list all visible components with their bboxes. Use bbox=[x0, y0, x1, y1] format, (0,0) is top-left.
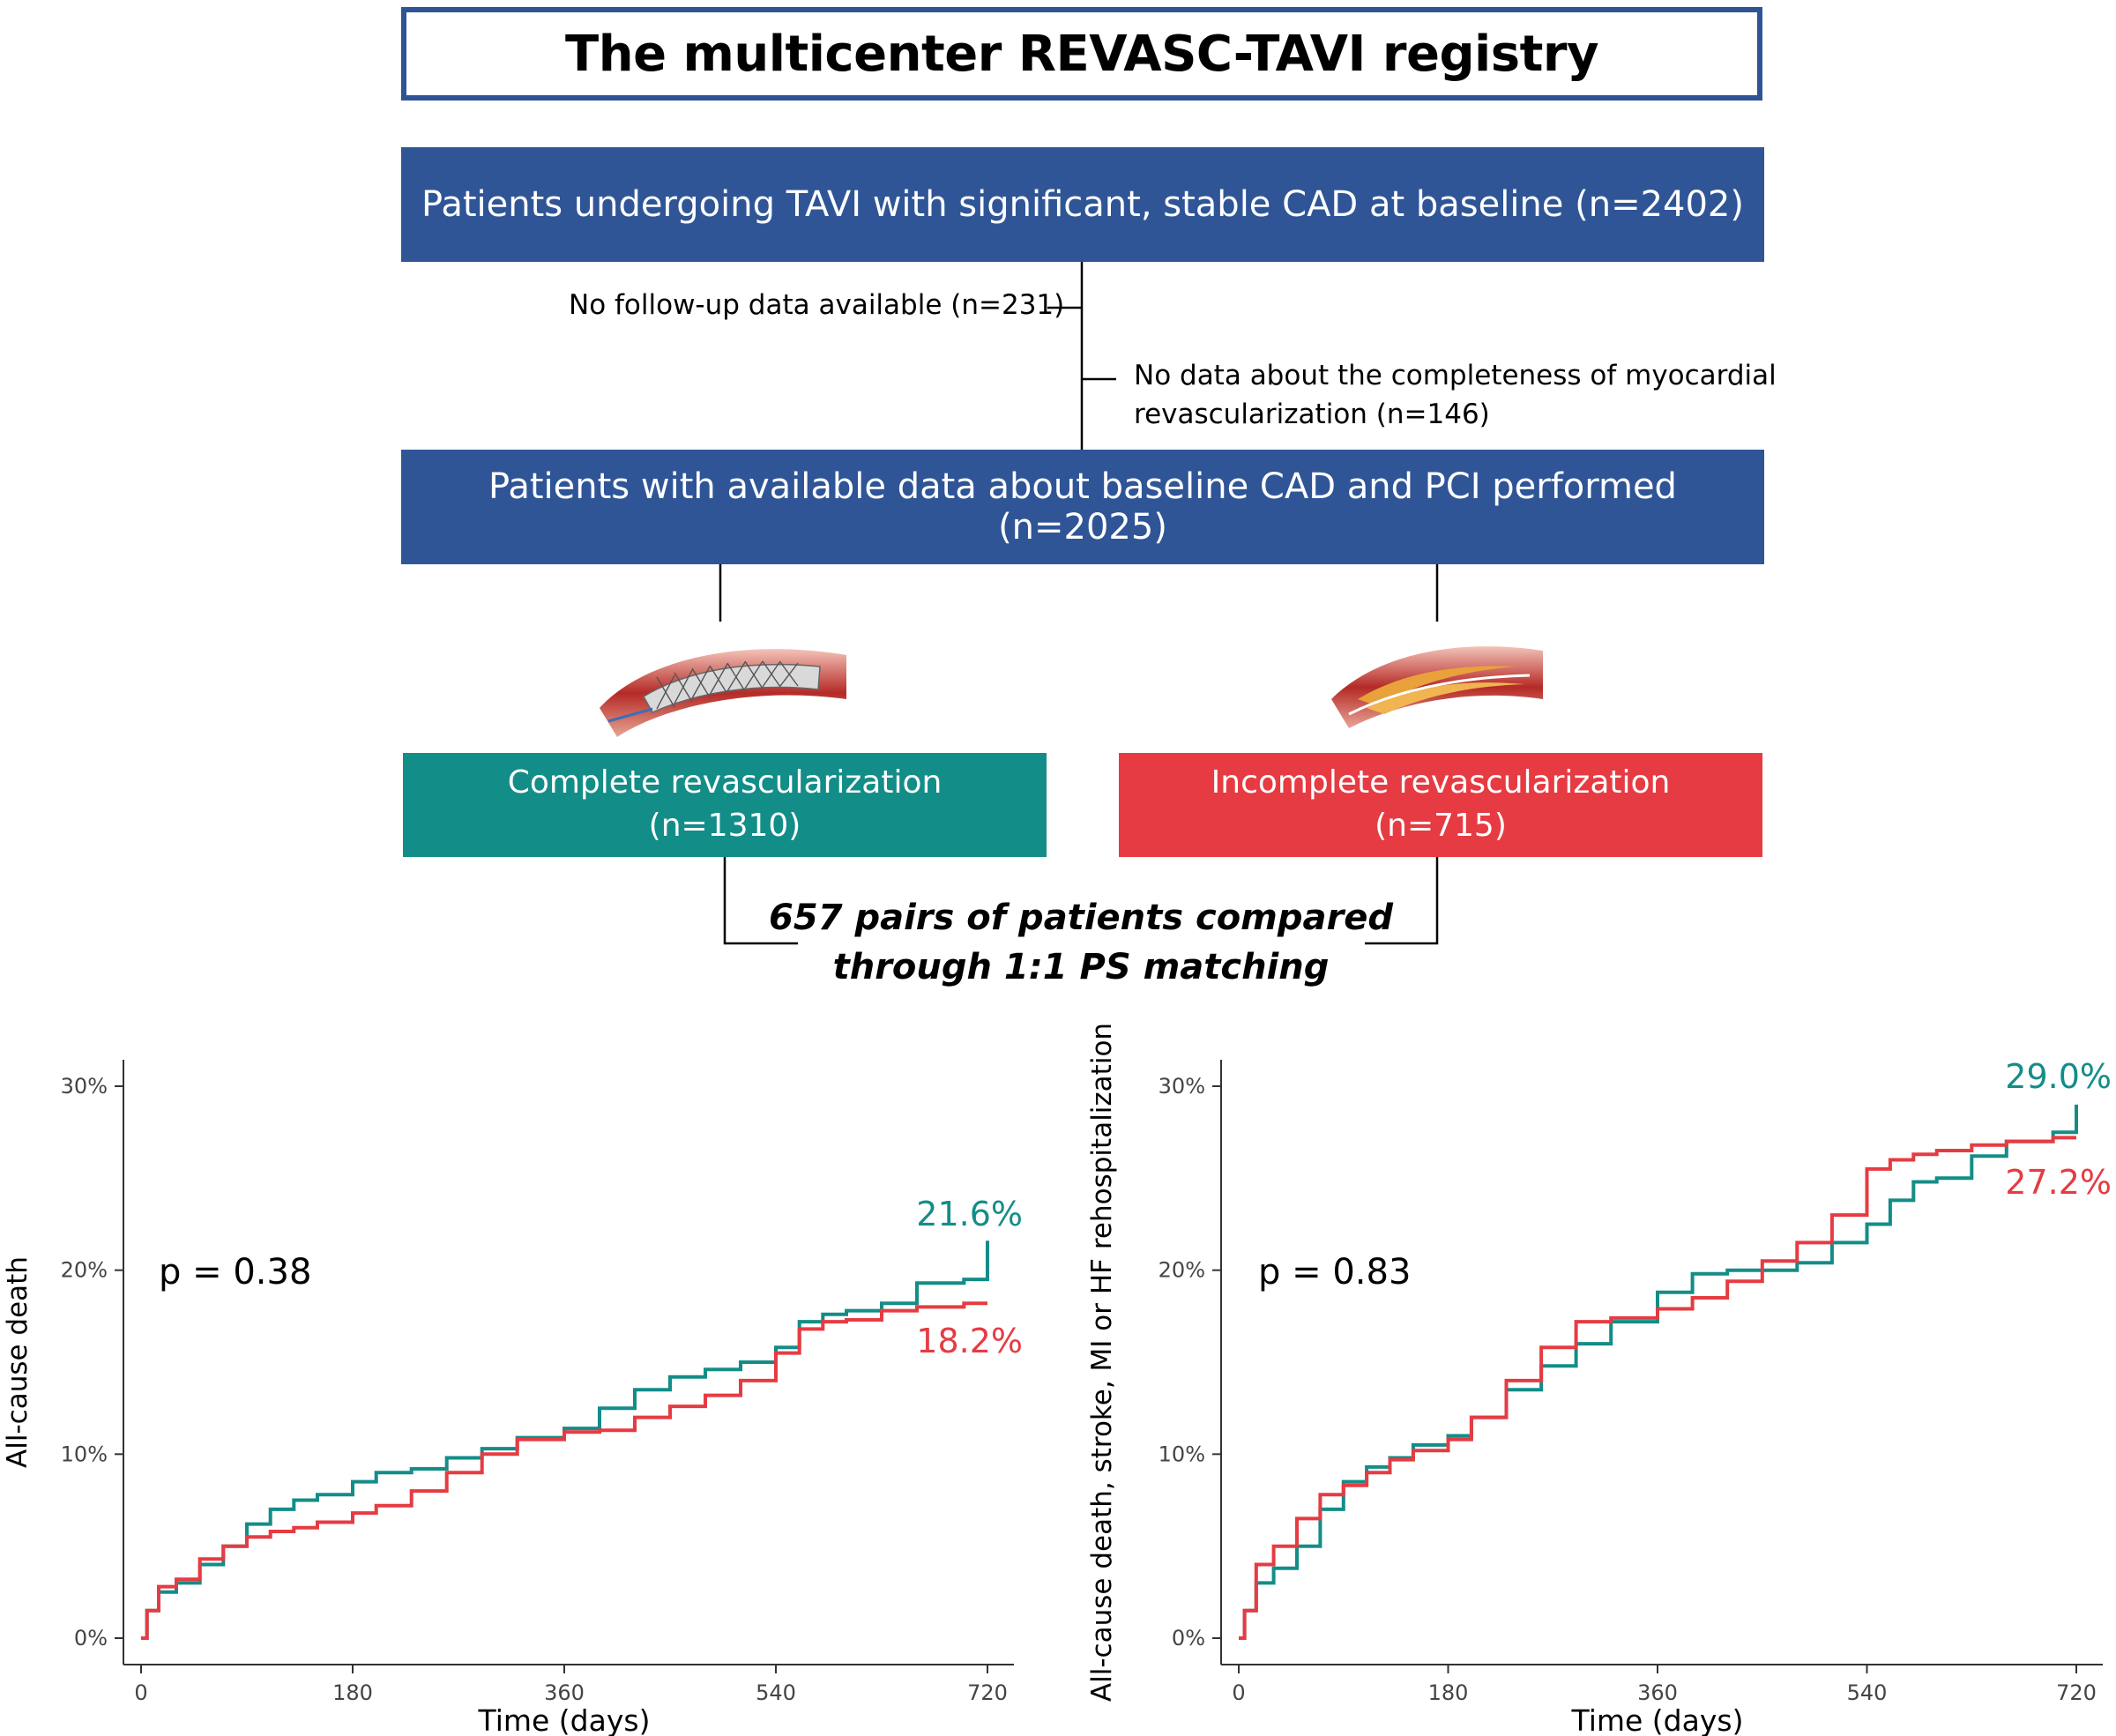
title-box: The multicenter REVASC-TAVI registry bbox=[401, 7, 1762, 101]
arm-incomplete-label: Incomplete revascularization bbox=[1211, 764, 1671, 801]
chart0-ylabel: All-cause death bbox=[2, 1256, 34, 1468]
page-title: The multicenter REVASC-TAVI registry bbox=[565, 25, 1598, 83]
chart0-p-value: p = 0.38 bbox=[159, 1252, 311, 1293]
chart1-p-value: p = 0.83 bbox=[1258, 1252, 1411, 1293]
matching-line1: 657 pairs of patients compared bbox=[769, 898, 1393, 938]
connector-match-right bbox=[1365, 855, 1439, 945]
chart-composite-endpoint: 0% 10% 20% 30% 0 180 360 540 720 Time (days) All-c… bbox=[1086, 1023, 2112, 1736]
chart1-series-complete-line bbox=[1239, 1104, 2078, 1640]
matching-line2: through 1:1 PS matching bbox=[832, 947, 1330, 987]
chart0-series-complete-end-label: 21.6% bbox=[916, 1195, 1023, 1233]
chart1-series-incomplete-end-label: 27.2% bbox=[2005, 1163, 2112, 1202]
chart1-xtick-label: 540 bbox=[1847, 1680, 1888, 1705]
chart0-xlabel: Time (days) bbox=[478, 1703, 651, 1736]
chart1-series-incomplete-line bbox=[1239, 1136, 2076, 1640]
chart1-series-complete-end-label: 29.0% bbox=[2005, 1057, 2112, 1096]
chart0-xtick-label: 720 bbox=[967, 1680, 1008, 1705]
matching-text: 657 pairs of patients compared through 1… bbox=[728, 893, 1434, 992]
connector-match-left bbox=[723, 855, 798, 945]
chart0-ytick-label: 20% bbox=[61, 1258, 108, 1283]
chart1-xtick-label: 180 bbox=[1428, 1680, 1469, 1705]
arm-incomplete-count: (n=715) bbox=[1375, 808, 1507, 844]
plaque-artery-icon bbox=[1331, 646, 1543, 728]
chart1-xtick-label: 720 bbox=[2056, 1680, 2097, 1705]
stent-artery-icon bbox=[600, 649, 846, 737]
chart0-ytick-label: 30% bbox=[61, 1074, 108, 1099]
chart0-xtick-label: 0 bbox=[134, 1680, 147, 1705]
arm-complete-label: Complete revascularization bbox=[507, 764, 943, 801]
flow-box-enrolled: Patients undergoing TAVI with significan… bbox=[401, 147, 1764, 262]
arm-complete-count: (n=1310) bbox=[648, 808, 801, 844]
flow-box-available-label: Patients with available data about basel… bbox=[488, 466, 1677, 548]
chart0-series-incomplete-end-label: 18.2% bbox=[916, 1322, 1023, 1360]
exclusion-no-completeness-line1: No data about the completeness of myocar… bbox=[1134, 360, 1777, 391]
flow-box-enrolled-label: Patients undergoing TAVI with significan… bbox=[421, 184, 1744, 225]
arm-complete-box: Complete revascularization (n=1310) bbox=[403, 753, 1047, 857]
chart1-ytick-label: 0% bbox=[1172, 1626, 1205, 1650]
chart1-xlabel: Time (days) bbox=[1571, 1703, 1744, 1736]
chart-all-cause-death: 0% 10% 20% 30% 0 180 360 540 720 Time (days) All-c… bbox=[2, 1060, 1023, 1736]
chart0-xtick-label: 360 bbox=[544, 1680, 585, 1705]
chart1-ytick-label: 30% bbox=[1159, 1074, 1205, 1099]
chart1-ytick-label: 20% bbox=[1159, 1258, 1205, 1283]
chart0-xtick-label: 180 bbox=[332, 1680, 373, 1705]
exclusion-no-followup: No follow-up data available (n=231) bbox=[569, 289, 1065, 321]
chart1-xtick-label: 360 bbox=[1637, 1680, 1678, 1705]
chart1-ytick-label: 10% bbox=[1159, 1442, 1205, 1466]
chart1-xtick-label: 0 bbox=[1232, 1680, 1245, 1705]
flow-box-available: Patients with available data about basel… bbox=[401, 450, 1764, 564]
chart0-ytick-label: 10% bbox=[61, 1442, 108, 1466]
chart0-xtick-label: 540 bbox=[756, 1680, 796, 1705]
chart0-series-incomplete-line bbox=[141, 1301, 987, 1640]
arm-incomplete-box: Incomplete revascularization (n=715) bbox=[1119, 753, 1762, 857]
chart1-ylabel: All-cause death, stroke, MI or HF rehosp… bbox=[1086, 1023, 1118, 1702]
chart0-ytick-label: 0% bbox=[74, 1626, 108, 1650]
exclusion-no-completeness-line2: revascularization (n=146) bbox=[1134, 399, 1490, 430]
